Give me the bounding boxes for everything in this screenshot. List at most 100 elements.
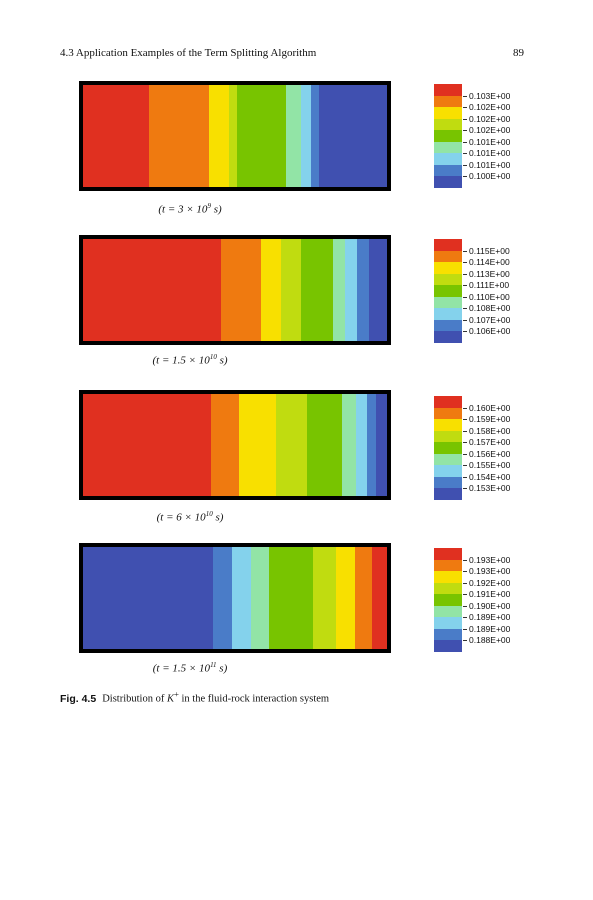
legend-label: 0.102E+00 (469, 102, 511, 112)
concentration-band (281, 239, 302, 341)
legend-label: 0.188E+00 (469, 635, 511, 645)
concentration-band (300, 85, 311, 187)
concentration-band (344, 239, 357, 341)
legend-swatch (434, 130, 462, 142)
ion-symbol: K (166, 693, 174, 705)
legend-label: 0.189E+00 (469, 612, 511, 622)
concentration-band (332, 239, 345, 341)
legend-label: 0.115E+00 (469, 245, 510, 256)
legend-tick (463, 605, 467, 607)
legend-tick (463, 141, 467, 143)
legend-label: 0.113E+00 (469, 268, 510, 279)
legend-swatch (434, 331, 462, 343)
legend-label: 0.106E+00 (469, 326, 511, 336)
concentration-band (228, 85, 237, 187)
legend-tick (463, 319, 467, 321)
concentration-band (212, 547, 233, 649)
legend-tick (463, 488, 467, 489)
concentration-band (375, 394, 387, 496)
ion-charge: + (173, 689, 179, 699)
legend-label: 0.190E+00 (469, 600, 511, 611)
legend-swatch (434, 95, 462, 107)
legend-swatch (434, 605, 462, 617)
caption-unit: s) (216, 354, 228, 367)
contour-plot (79, 81, 391, 191)
figure-caption: Fig. 4.5 Distribution of K+ in the fluid-… (60, 689, 329, 705)
legend-swatch (434, 396, 462, 408)
caption-exponent: 10 (205, 510, 213, 518)
legend-swatch (434, 582, 462, 594)
legend-label: 0.101E+00 (469, 159, 511, 170)
concentration-band (313, 547, 336, 649)
legend-label: 0.103E+00 (469, 90, 511, 101)
legend-swatch (434, 164, 462, 176)
legend-label: 0.193E+00 (469, 566, 511, 576)
legend-tick (463, 164, 467, 166)
legend-label: 0.156E+00 (469, 448, 511, 459)
legend-label: 0.159E+00 (469, 414, 511, 424)
concentration-band (318, 85, 387, 187)
legend-label: 0.189E+00 (469, 623, 511, 634)
legend-tick (463, 296, 467, 298)
legend-tick (463, 476, 467, 478)
concentration-band (355, 547, 372, 649)
caption-unit: s) (216, 662, 228, 675)
concentration-band (149, 85, 210, 187)
legend-label: 0.100E+00 (469, 171, 511, 181)
concentration-band (236, 85, 286, 187)
legend-label: 0.160E+00 (469, 402, 511, 413)
caption-unit: s) (212, 511, 224, 524)
panel-caption: (t = 1.5 × 1011 s) (0, 661, 380, 675)
plot-area (83, 547, 387, 649)
contour-plot (79, 390, 391, 500)
legend-swatch (434, 430, 462, 442)
concentration-band (220, 239, 262, 341)
concentration-band (355, 394, 367, 496)
legend-tick (463, 617, 467, 618)
legend-label: 0.101E+00 (469, 136, 511, 147)
legend-label: 0.114E+00 (469, 257, 510, 267)
panel-caption: (t = 6 × 1010 s) (0, 510, 380, 524)
legend-label: 0.111E+00 (469, 280, 510, 290)
caption-time: (t = 3 × 10 (158, 203, 208, 216)
concentration-band (238, 394, 276, 496)
legend-tick (463, 430, 467, 432)
legend-swatch (434, 548, 462, 560)
legend-tick (463, 250, 467, 252)
caption-exponent: 11 (210, 661, 217, 669)
contour-plot (79, 543, 391, 653)
concentration-band (209, 85, 229, 187)
legend-swatch (434, 176, 462, 188)
concentration-band (310, 85, 319, 187)
legend-tick (463, 285, 467, 286)
legend-tick (463, 407, 467, 409)
legend-tick (463, 262, 467, 263)
legend-swatch (434, 107, 462, 119)
caption-text-post: in the fluid-rock interaction system (178, 693, 330, 705)
legend-swatch (434, 476, 462, 488)
concentration-band (83, 85, 150, 187)
legend-swatch (434, 262, 462, 274)
concentration-band (261, 239, 282, 341)
figure-label: Fig. 4.5 (60, 692, 97, 705)
concentration-band (335, 547, 356, 649)
concentration-band (250, 547, 270, 649)
legend-label: 0.157E+00 (469, 437, 511, 447)
caption-unit: s) (210, 203, 222, 216)
legend-tick (463, 640, 467, 641)
legend-label: 0.153E+00 (469, 483, 511, 493)
concentration-band (341, 394, 356, 496)
legend-swatch (434, 640, 462, 652)
legend-tick (463, 273, 467, 275)
legend-tick (463, 130, 467, 131)
caption-exponent: 9 (207, 202, 211, 210)
legend-tick (463, 176, 467, 177)
concentration-band (269, 547, 314, 649)
legend-swatch (434, 571, 462, 583)
legend-swatch (434, 296, 462, 308)
legend-label: 0.108E+00 (469, 303, 511, 313)
concentration-band (371, 547, 387, 649)
legend-label: 0.101E+00 (469, 148, 511, 158)
legend-swatch (434, 141, 462, 153)
legend-label: 0.102E+00 (469, 113, 511, 124)
